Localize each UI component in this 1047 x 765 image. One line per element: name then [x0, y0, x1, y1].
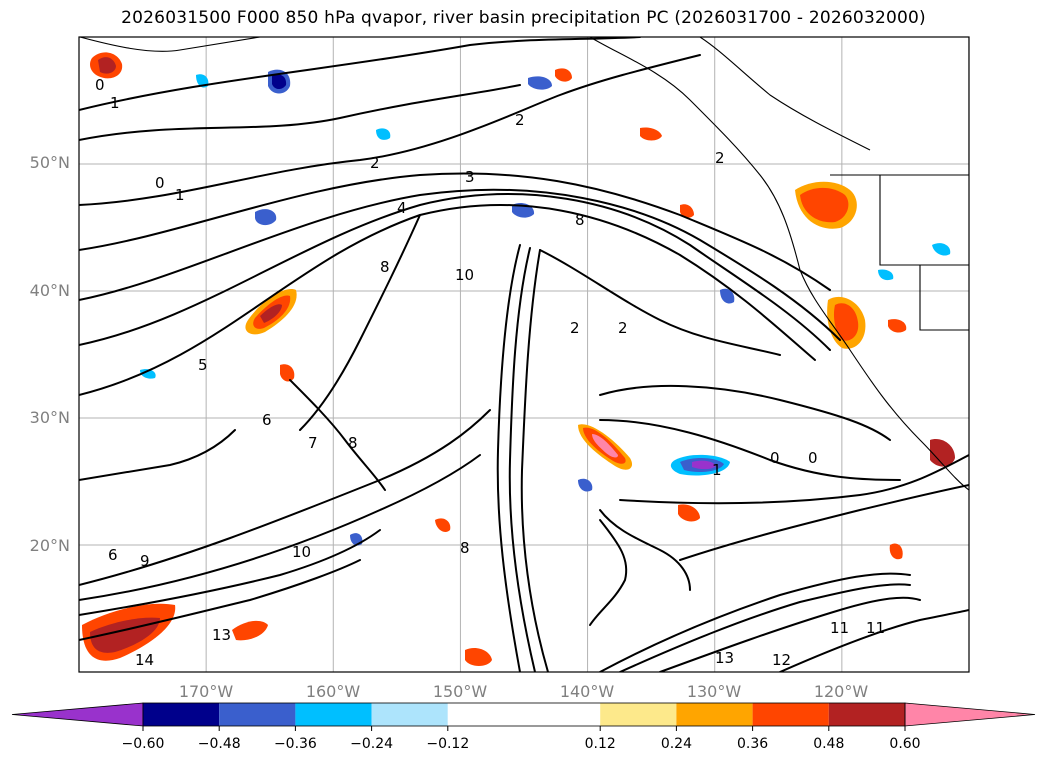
contour-label: 0 [155, 174, 165, 192]
colorbar-tick-label: 0.24 [661, 736, 692, 752]
map-area [79, 37, 969, 672]
lat-label: 50°N [30, 153, 70, 172]
lat-label: 20°N [30, 536, 70, 555]
contour-label: 2 [515, 111, 525, 129]
colorbar-tick-label: −0.36 [274, 736, 317, 752]
contour-label: 8 [460, 539, 470, 557]
latitude-labels: 50°N 40°N 30°N 20°N [30, 153, 70, 555]
colorbar-segment [143, 703, 220, 726]
colorbar-outline [142, 702, 906, 727]
contour-label: 10 [292, 543, 311, 561]
contour-label: 11 [830, 619, 849, 637]
colorbar-segment [676, 703, 753, 726]
contour-label: 11 [866, 619, 885, 637]
contour-label: 5 [198, 356, 208, 374]
lat-label: 30°N [30, 408, 70, 427]
lon-label: 150°W [433, 682, 488, 701]
lon-label: 120°W [814, 682, 869, 701]
contour-label: 0 [808, 449, 818, 467]
contour-label: 6 [108, 546, 118, 564]
contour-label: 7 [308, 434, 318, 452]
contour-label: 1 [110, 94, 120, 112]
lat-label: 40°N [30, 281, 70, 300]
contour-label: 14 [135, 651, 154, 669]
contour-label: 2 [570, 319, 580, 337]
contour-label: 10 [455, 266, 474, 284]
contour-label: 9 [140, 552, 150, 570]
contour-label: 8 [380, 258, 390, 276]
contour-label: 1 [175, 186, 185, 204]
positive-patch [578, 424, 633, 470]
contour-label: 8 [348, 434, 358, 452]
contour-label: 13 [212, 626, 231, 644]
colorbar-tick-label: −0.60 [122, 736, 165, 752]
lon-label: 160°W [306, 682, 361, 701]
colorbar-tick-label: −0.12 [426, 736, 469, 752]
colorbar-segment [371, 703, 448, 726]
colorbar-segment [600, 703, 677, 726]
contour-label: 8 [575, 211, 585, 229]
colorbar-segment [447, 703, 601, 726]
lon-label: 170°W [179, 682, 234, 701]
contour-label: 13 [715, 649, 734, 667]
colorbar [11, 702, 1036, 727]
colorbar-extend-high [904, 702, 1036, 727]
positive-patch [795, 181, 857, 229]
colorbar-tick-label: 0.60 [889, 736, 920, 752]
contour-label: 4 [397, 199, 407, 217]
positive-patch [90, 52, 123, 79]
contour-label: 0 [95, 76, 105, 94]
qvapor-contours [79, 37, 969, 672]
colorbar-tick-label: −0.48 [198, 736, 241, 752]
contour-label: 12 [772, 651, 791, 669]
negative-patch [140, 74, 951, 546]
longitude-labels: 170°W 160°W 150°W 140°W 130°W 120°W [179, 682, 869, 701]
negative-patch [670, 454, 730, 476]
colorbar-extend-low [11, 702, 144, 727]
colorbar-segment [295, 703, 372, 726]
map-title: 2026031500 F000 850 hPa qvapor, river ba… [121, 8, 926, 28]
colorbar-ticks: −0.60 −0.48 −0.36 −0.24 −0.12 0.12 0.24 0.36 0.4… [122, 726, 921, 752]
coastlines [79, 37, 969, 491]
contour-label: 1 [712, 461, 722, 479]
contour-label: 2 [618, 319, 628, 337]
contour-label: 0 [770, 449, 780, 467]
contour-label: 2 [715, 149, 725, 167]
positive-patch [245, 289, 297, 335]
colorbar-segment [752, 703, 829, 726]
colorbar-tick-label: 0.12 [585, 736, 616, 752]
colorbar-tick-label: −0.24 [350, 736, 393, 752]
colorbar-tick-label: 0.36 [737, 736, 768, 752]
positive-patch [232, 68, 955, 666]
colorbar-tick-label: 0.48 [813, 736, 844, 752]
contour-label: 3 [465, 168, 475, 186]
colorbar-segment [828, 703, 905, 726]
contour-label: 6 [262, 411, 272, 429]
lon-label: 130°W [687, 682, 742, 701]
contour-label: 2 [370, 154, 380, 172]
map-frame [78, 36, 970, 673]
lon-label: 140°W [560, 682, 615, 701]
contour-labels: 1 0 1 0 2 2 3 4 2 8 10 8 2 2 5 6 7 8 6 9… [95, 76, 885, 669]
colorbar-segment [219, 703, 296, 726]
